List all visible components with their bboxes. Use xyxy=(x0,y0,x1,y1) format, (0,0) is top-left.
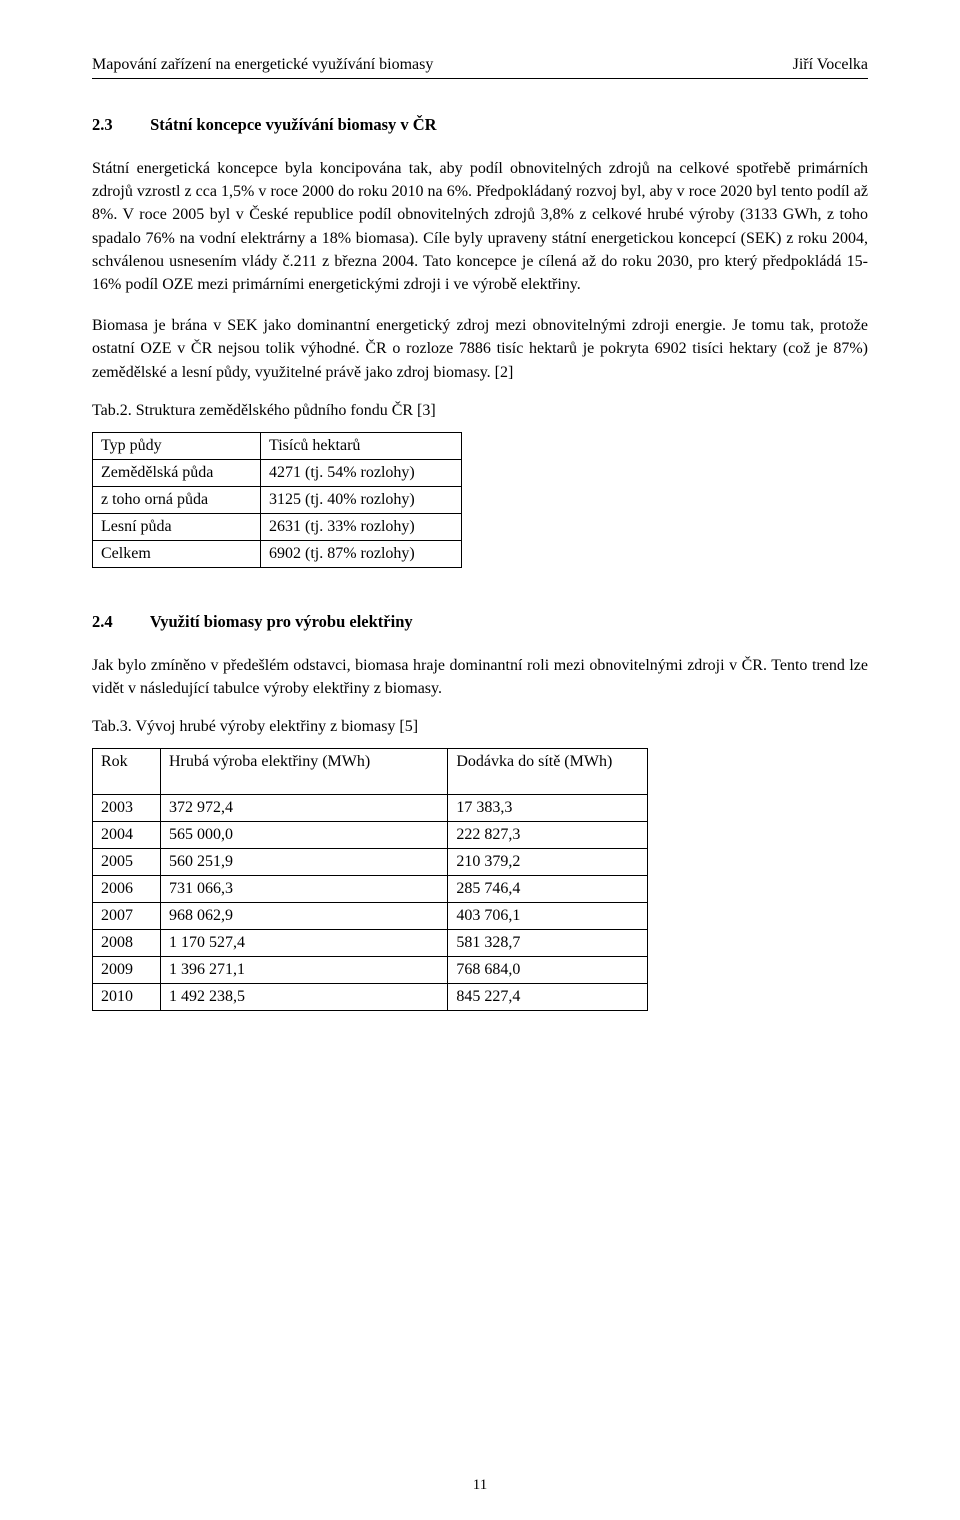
table-2-header-col1: Typ půdy xyxy=(93,432,261,459)
page-number: 11 xyxy=(0,1477,960,1494)
table-cell: 372 972,4 xyxy=(160,795,447,822)
table-2: Typ půdy Tisíců hektarů Zemědělská půda … xyxy=(92,432,462,568)
table-cell: 968 062,9 xyxy=(160,903,447,930)
section-2-4-number: 2.4 xyxy=(92,612,146,632)
table-row: 2005 560 251,9 210 379,2 xyxy=(93,849,648,876)
table-cell: Zemědělská půda xyxy=(93,459,261,486)
section-2-4-heading: 2.4 Využití biomasy pro výrobu elektřiny xyxy=(92,612,868,632)
header-rule xyxy=(92,78,868,79)
table-cell: 2005 xyxy=(93,849,161,876)
table-cell: 2631 (tj. 33% rozlohy) xyxy=(261,513,462,540)
table-2-header-col2: Tisíců hektarů xyxy=(261,432,462,459)
table-cell: 560 251,9 xyxy=(160,849,447,876)
header-author-right: Jiří Vocelka xyxy=(793,56,868,74)
table-cell: 768 684,0 xyxy=(448,957,648,984)
table-cell: 1 396 271,1 xyxy=(160,957,447,984)
table-cell: 222 827,3 xyxy=(448,822,648,849)
table-row: 2010 1 492 238,5 845 227,4 xyxy=(93,984,648,1011)
table-cell: 2003 xyxy=(93,795,161,822)
table-row: 2007 968 062,9 403 706,1 xyxy=(93,903,648,930)
table-3-header-col3: Dodávka do sítě (MWh) xyxy=(448,749,648,795)
table-cell: 2008 xyxy=(93,930,161,957)
section-2-3-para-2: Biomasa je brána v SEK jako dominantní e… xyxy=(92,314,868,384)
table-row: Typ půdy Tisíců hektarů xyxy=(93,432,462,459)
table-cell: 285 746,4 xyxy=(448,876,648,903)
table-cell: Celkem xyxy=(93,540,261,567)
table-cell: 3125 (tj. 40% rozlohy) xyxy=(261,486,462,513)
table-cell: Lesní půda xyxy=(93,513,261,540)
table-cell: 581 328,7 xyxy=(448,930,648,957)
table-cell: 210 379,2 xyxy=(448,849,648,876)
table-row: 2006 731 066,3 285 746,4 xyxy=(93,876,648,903)
table-cell: 2004 xyxy=(93,822,161,849)
table-cell: 1 170 527,4 xyxy=(160,930,447,957)
table-row: z toho orná půda 3125 (tj. 40% rozlohy) xyxy=(93,486,462,513)
page: Mapování zařízení na energetické využívá… xyxy=(0,0,960,1520)
section-2-3-heading: 2.3 Státní koncepce využívání biomasy v … xyxy=(92,115,868,135)
table-cell: 2007 xyxy=(93,903,161,930)
table-cell: 2006 xyxy=(93,876,161,903)
header-title-left: Mapování zařízení na energetické využívá… xyxy=(92,56,433,74)
section-2-3-para-1: Státní energetická koncepce byla koncipo… xyxy=(92,157,868,296)
table-row: 2004 565 000,0 222 827,3 xyxy=(93,822,648,849)
section-2-4-title: Využití biomasy pro výrobu elektřiny xyxy=(150,612,413,631)
table-cell: 845 227,4 xyxy=(448,984,648,1011)
table-cell: 2010 xyxy=(93,984,161,1011)
table-cell: 2009 xyxy=(93,957,161,984)
table-cell: 4271 (tj. 54% rozlohy) xyxy=(261,459,462,486)
table-row: 2003 372 972,4 17 383,3 xyxy=(93,795,648,822)
table-3-header-col1: Rok xyxy=(93,749,161,795)
table-row: 2009 1 396 271,1 768 684,0 xyxy=(93,957,648,984)
table-cell: z toho orná půda xyxy=(93,486,261,513)
table-3-header-col2: Hrubá výroba elektřiny (MWh) xyxy=(160,749,447,795)
table-cell: 565 000,0 xyxy=(160,822,447,849)
section-2-3-number: 2.3 xyxy=(92,115,146,135)
table-row: 2008 1 170 527,4 581 328,7 xyxy=(93,930,648,957)
table-3-caption: Tab.3. Vývoj hrubé výroby elektřiny z bi… xyxy=(92,718,868,736)
table-row: Celkem 6902 (tj. 87% rozlohy) xyxy=(93,540,462,567)
section-2-4-para-1: Jak bylo zmíněno v předešlém odstavci, b… xyxy=(92,654,868,700)
section-2-3-title: Státní koncepce využívání biomasy v ČR xyxy=(150,115,436,134)
table-row: Rok Hrubá výroba elektřiny (MWh) Dodávka… xyxy=(93,749,648,795)
table-cell: 403 706,1 xyxy=(448,903,648,930)
page-header: Mapování zařízení na energetické využívá… xyxy=(92,56,868,74)
table-cell: 17 383,3 xyxy=(448,795,648,822)
table-cell: 1 492 238,5 xyxy=(160,984,447,1011)
table-2-caption: Tab.2. Struktura zemědělského půdního fo… xyxy=(92,402,868,420)
table-cell: 731 066,3 xyxy=(160,876,447,903)
table-cell: 6902 (tj. 87% rozlohy) xyxy=(261,540,462,567)
table-row: Zemědělská půda 4271 (tj. 54% rozlohy) xyxy=(93,459,462,486)
table-3: Rok Hrubá výroba elektřiny (MWh) Dodávka… xyxy=(92,748,648,1011)
table-row: Lesní půda 2631 (tj. 33% rozlohy) xyxy=(93,513,462,540)
